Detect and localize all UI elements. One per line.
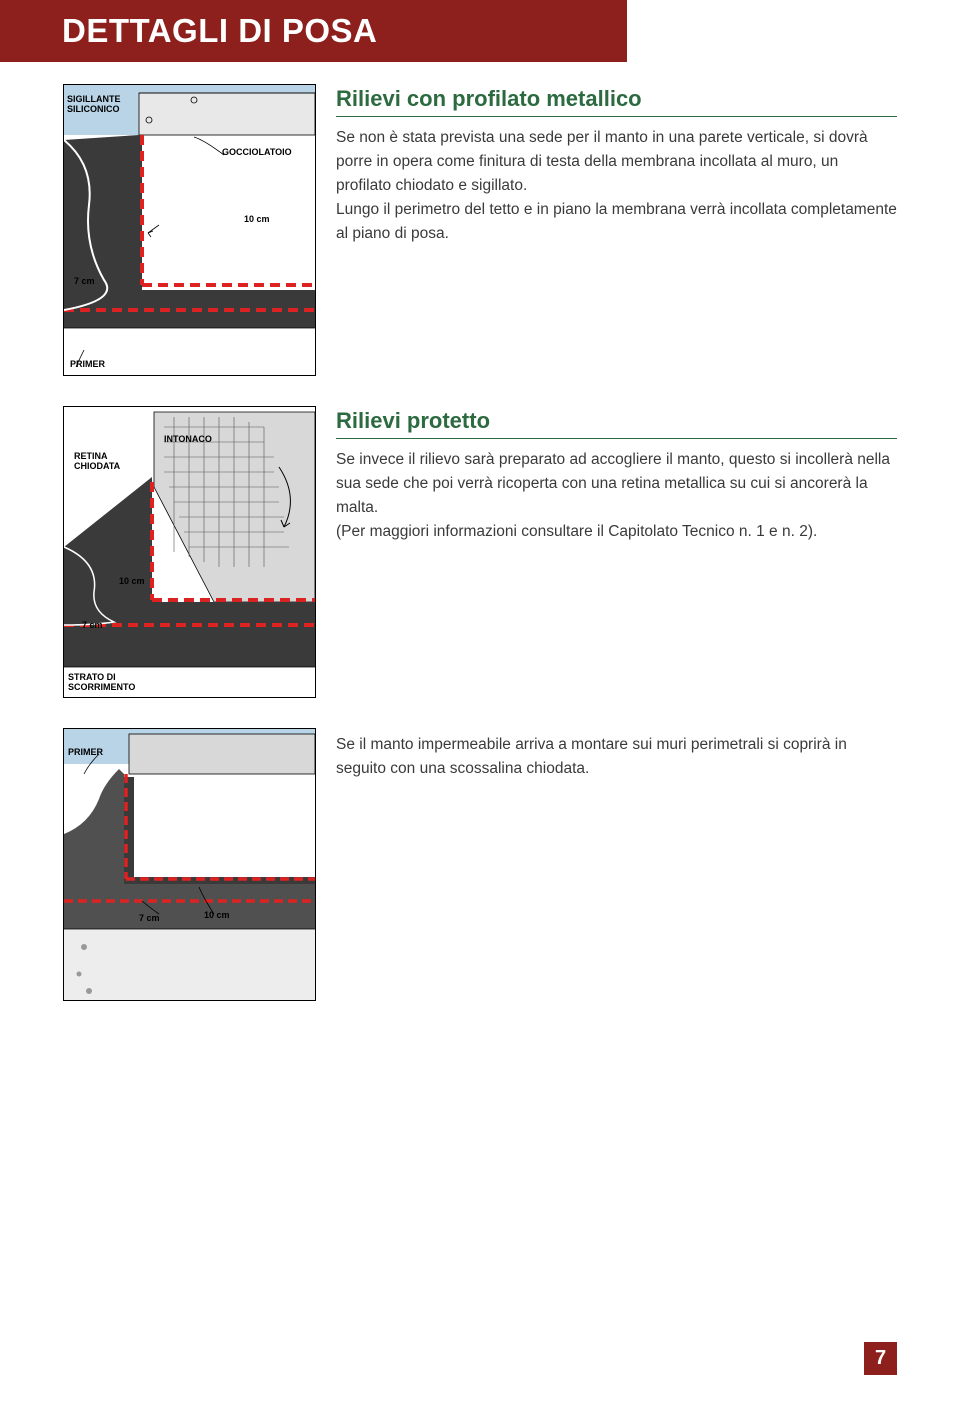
- section3-text: Se il manto impermeabile arriva a montar…: [336, 728, 897, 781]
- label-primer-3: PRIMER: [68, 748, 103, 758]
- section1-text: Rilievi con profilato metallico Se non è…: [336, 84, 897, 246]
- section3-body: Se il manto impermeabile arriva a montar…: [336, 733, 897, 781]
- section1-title: Rilievi con profilato metallico: [336, 86, 897, 117]
- section-rilievi-protetto: RETINA CHIODATA INTONACO 10 cm 7 cm STRA…: [63, 406, 897, 698]
- section-rilievi-profilato: SIGILLANTE SILICONICO GOCCIOLATOIO 10 cm…: [63, 84, 897, 376]
- header-bar: DETTAGLI DI POSA: [0, 0, 627, 62]
- diagram-1: SIGILLANTE SILICONICO GOCCIOLATOIO 10 cm…: [63, 84, 316, 376]
- section2-title: Rilievi protetto: [336, 408, 897, 439]
- label-7cm: 7 cm: [74, 277, 95, 287]
- page-title: DETTAGLI DI POSA: [62, 12, 377, 50]
- label-retina: RETINA CHIODATA: [74, 452, 124, 472]
- content-area: SIGILLANTE SILICONICO GOCCIOLATOIO 10 cm…: [0, 62, 960, 1001]
- page-number: 7: [875, 1347, 886, 1370]
- page-number-box: 7: [864, 1342, 897, 1375]
- section2-body: Se invece il rilievo sarà preparato ad a…: [336, 448, 897, 544]
- label-7cm-3: 7 cm: [139, 914, 160, 924]
- label-10cm-3: 10 cm: [204, 911, 230, 921]
- section-scossalina: PRIMER 7 cm 10 cm Se il manto impermeabi…: [63, 728, 897, 1001]
- label-strato: STRATO DI SCORRIMENTO: [68, 673, 138, 693]
- label-sigillante: SIGILLANTE SILICONICO: [67, 95, 122, 115]
- diagram-2: RETINA CHIODATA INTONACO 10 cm 7 cm STRA…: [63, 406, 316, 698]
- diagram-3: PRIMER 7 cm 10 cm: [63, 728, 316, 1001]
- label-10cm: 10 cm: [244, 215, 270, 225]
- label-primer: PRIMER: [70, 360, 105, 370]
- label-10cm-2: 10 cm: [119, 577, 145, 587]
- label-gocciolatoio: GOCCIOLATOIO: [222, 148, 292, 158]
- label-7cm-2: 7 cm: [82, 621, 103, 631]
- section1-body: Se non è stata prevista una sede per il …: [336, 126, 897, 246]
- section2-text: Rilievi protetto Se invece il rilievo sa…: [336, 406, 897, 544]
- label-intonaco: INTONACO: [164, 435, 212, 445]
